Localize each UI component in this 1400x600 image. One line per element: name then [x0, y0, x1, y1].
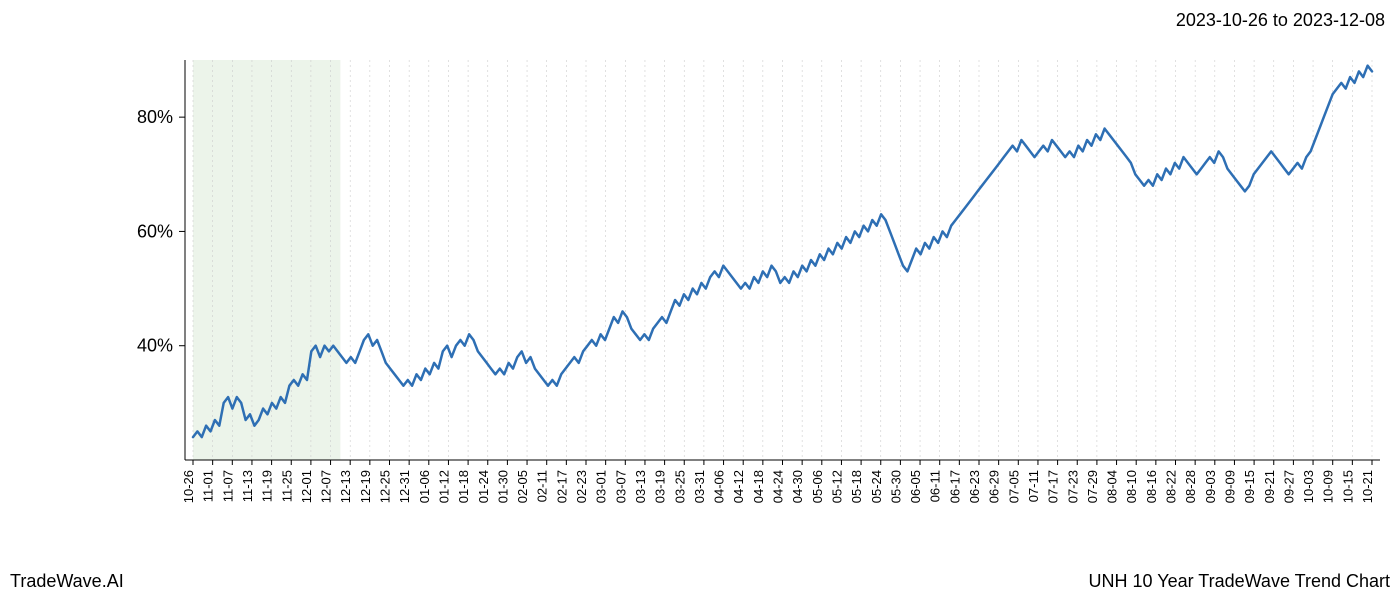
x-tick-label: 08-28	[1183, 470, 1198, 503]
x-tick-label: 09-15	[1242, 470, 1257, 503]
x-tick-label: 12-01	[299, 470, 314, 503]
x-tick-label: 05-30	[888, 470, 903, 503]
x-tick-label: 06-05	[908, 470, 923, 503]
x-tick-label: 08-22	[1164, 470, 1179, 503]
x-tick-label: 06-23	[967, 470, 982, 503]
x-tick-label: 12-31	[397, 470, 412, 503]
x-tick-label: 11-19	[260, 470, 275, 502]
x-tick-label: 06-29	[987, 470, 1002, 503]
x-tick-label: 11-07	[220, 470, 235, 502]
x-tick-label: 03-07	[613, 470, 628, 503]
attribution-label: TradeWave.AI	[10, 571, 124, 592]
x-tick-label: 10-26	[181, 470, 196, 503]
x-tick-label: 04-30	[790, 470, 805, 503]
y-tick-label: 40%	[137, 336, 173, 356]
trend-chart: 40% 60% 80% 10-26 11-01 11-07 11-13 11-19 11-25 1…	[0, 40, 1400, 560]
x-tick-label: 02-11	[535, 470, 550, 502]
x-tick-label: 05-24	[869, 470, 884, 503]
x-tick-label: 11-25	[279, 470, 294, 502]
x-tick-label: 03-31	[692, 470, 707, 503]
x-tick-label: 07-11	[1026, 470, 1041, 502]
x-tick-label: 03-19	[653, 470, 668, 503]
date-range-label: 2023-10-26 to 2023-12-08	[1176, 10, 1385, 31]
x-tick-label: 10-03	[1301, 470, 1316, 503]
x-tick-label: 11-01	[201, 470, 216, 502]
x-tick-label: 07-29	[1085, 470, 1100, 503]
x-tick-label: 06-11	[928, 470, 943, 502]
x-tick-label: 01-12	[436, 470, 451, 503]
x-tick-label: 04-18	[751, 470, 766, 503]
x-tick-label: 06-17	[947, 470, 962, 503]
x-tick-label: 01-06	[417, 470, 432, 503]
x-tick-label: 03-13	[633, 470, 648, 503]
x-tick-label: 07-05	[1006, 470, 1021, 503]
x-tick-label: 12-25	[378, 470, 393, 503]
x-tick-label: 10-09	[1321, 470, 1336, 503]
x-tick-label: 02-23	[574, 470, 589, 503]
chart-title: UNH 10 Year TradeWave Trend Chart	[1089, 571, 1390, 592]
x-tick-label: 01-18	[456, 470, 471, 503]
x-tick-label: 12-19	[358, 470, 373, 503]
x-tick-label: 04-06	[712, 470, 727, 503]
x-tick-label: 09-27	[1281, 470, 1296, 503]
x-tick-label: 01-30	[495, 470, 510, 503]
x-tick-label: 05-18	[849, 470, 864, 503]
y-tick-label: 60%	[137, 221, 173, 241]
x-tick-label: 05-12	[829, 470, 844, 503]
x-tick-label: 09-21	[1262, 470, 1277, 503]
x-tick-label: 07-17	[1046, 470, 1061, 503]
x-tick-label: 03-25	[672, 470, 687, 503]
x-tick-label: 09-09	[1222, 470, 1237, 503]
x-tick-label: 08-16	[1144, 470, 1159, 503]
x-tick-label: 07-23	[1065, 470, 1080, 503]
x-tick-label: 12-13	[338, 470, 353, 503]
x-tick-label: 01-24	[476, 470, 491, 503]
x-tick-label: 10-15	[1340, 470, 1355, 503]
x-tick-label: 10-21	[1360, 470, 1375, 503]
x-tick-label: 09-03	[1203, 470, 1218, 503]
x-tick-label: 04-24	[771, 470, 786, 503]
x-tick-label: 03-01	[594, 470, 609, 503]
x-tick-label: 08-10	[1124, 470, 1139, 503]
highlight-band	[193, 60, 340, 460]
y-tick-label: 80%	[137, 107, 173, 127]
x-tick-label: 02-05	[515, 470, 530, 503]
x-tick-label: 12-07	[319, 470, 334, 503]
x-tick-label: 02-17	[554, 470, 569, 503]
x-tick-label: 08-04	[1105, 470, 1120, 503]
x-tick-label: 11-13	[240, 470, 255, 502]
x-tick-label: 05-06	[810, 470, 825, 503]
x-tick-label: 04-12	[731, 470, 746, 503]
